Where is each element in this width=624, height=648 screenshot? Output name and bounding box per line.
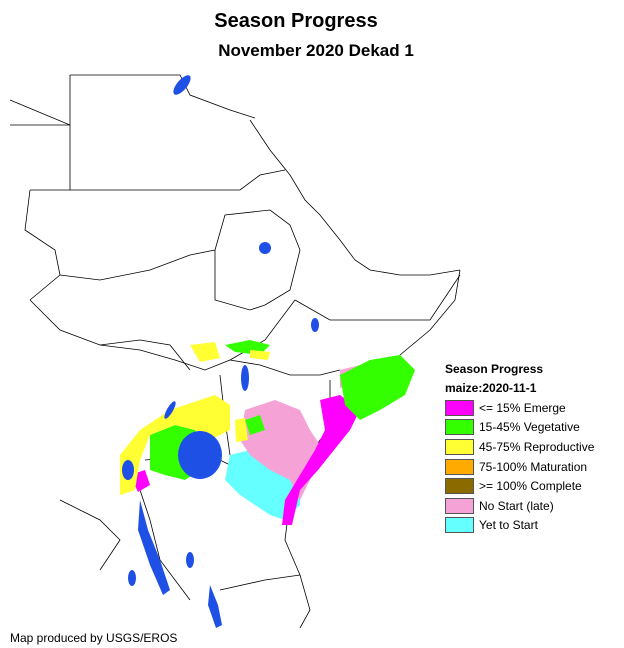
legend-item: 15-45% Vegetative xyxy=(445,418,615,438)
legend-swatch xyxy=(445,419,474,436)
area-emerge-somalia xyxy=(282,395,360,525)
map-title: Season Progress xyxy=(214,10,378,32)
border-southsudan xyxy=(99,299,296,371)
legend-swatch xyxy=(445,458,474,475)
lake-victoria xyxy=(178,431,222,479)
area-reproductive-west xyxy=(120,395,230,495)
border-egypt-sudan xyxy=(70,169,286,191)
area-vegetative-somalia xyxy=(340,355,415,420)
border-drc-tz xyxy=(139,489,191,601)
legend: Season Progress maize:2020-11-1 <= 15% E… xyxy=(445,360,615,535)
lake-tana xyxy=(259,242,271,254)
area-reproductive-ethiopia xyxy=(190,342,220,362)
area-reproductive-east xyxy=(250,350,270,360)
lake-kyoga xyxy=(122,460,134,480)
legend-label: 75-100% Maturation xyxy=(479,459,588,474)
border-ethiopia-somalia xyxy=(294,274,461,321)
legend-swatch xyxy=(445,478,474,495)
legend-swatch xyxy=(445,497,474,514)
map-credit: Map produced by USGS/EROS xyxy=(10,631,178,645)
border-car-drc xyxy=(29,299,191,371)
border-sudan-ethiopia xyxy=(214,209,301,306)
legend-subtitle: maize:2020-11-1 xyxy=(445,381,537,395)
legend-item: <= 15% Emerge xyxy=(445,398,615,418)
legend-label: No Start (late) xyxy=(479,498,554,513)
lake-rukwa xyxy=(186,552,194,568)
area-reproductive-kenya xyxy=(235,418,248,442)
lake-nasser xyxy=(173,75,191,95)
legend-label: Yet to Start xyxy=(479,518,538,533)
legend-label: <= 15% Emerge xyxy=(479,400,566,415)
legend-item: Yet to Start xyxy=(445,516,615,536)
lake-tanganyika xyxy=(138,500,170,595)
legend-label: >= 100% Complete xyxy=(479,479,582,494)
border-tz-moz xyxy=(219,574,301,591)
border-sudan-south xyxy=(59,249,266,311)
legend-item: 45-75% Reproductive xyxy=(445,437,615,457)
border-drc-south xyxy=(59,499,121,571)
legend-title: Season Progress xyxy=(445,362,544,376)
area-vegetative-kenya xyxy=(245,415,265,435)
lake-albert xyxy=(164,401,176,419)
lake-turkana xyxy=(241,365,249,391)
border-chad-sudan xyxy=(24,189,61,301)
progress-areas xyxy=(120,340,415,525)
border-egypt-north xyxy=(70,74,256,119)
water-bodies xyxy=(122,75,319,628)
legend-swatch xyxy=(445,399,474,416)
legend-swatch xyxy=(445,517,474,534)
lake-ethiopia xyxy=(311,318,319,332)
lake-mweru xyxy=(128,570,136,586)
legend-swatch xyxy=(445,438,474,455)
map-subtitle: November 2020 Dekad 1 xyxy=(218,41,414,60)
legend-item: >= 100% Complete xyxy=(445,476,615,496)
border-kenya-ethiopia xyxy=(229,359,341,376)
border-egypt-libya xyxy=(10,75,71,126)
lake-malawi xyxy=(208,585,222,628)
legend-item: 75-100% Maturation xyxy=(445,457,615,477)
border-libya xyxy=(9,99,71,191)
legend-label: 15-45% Vegetative xyxy=(479,420,580,435)
legend-item: No Start (late) xyxy=(445,496,615,516)
legend-label: 45-75% Reproductive xyxy=(479,439,595,454)
red-sea-coast xyxy=(249,119,461,276)
